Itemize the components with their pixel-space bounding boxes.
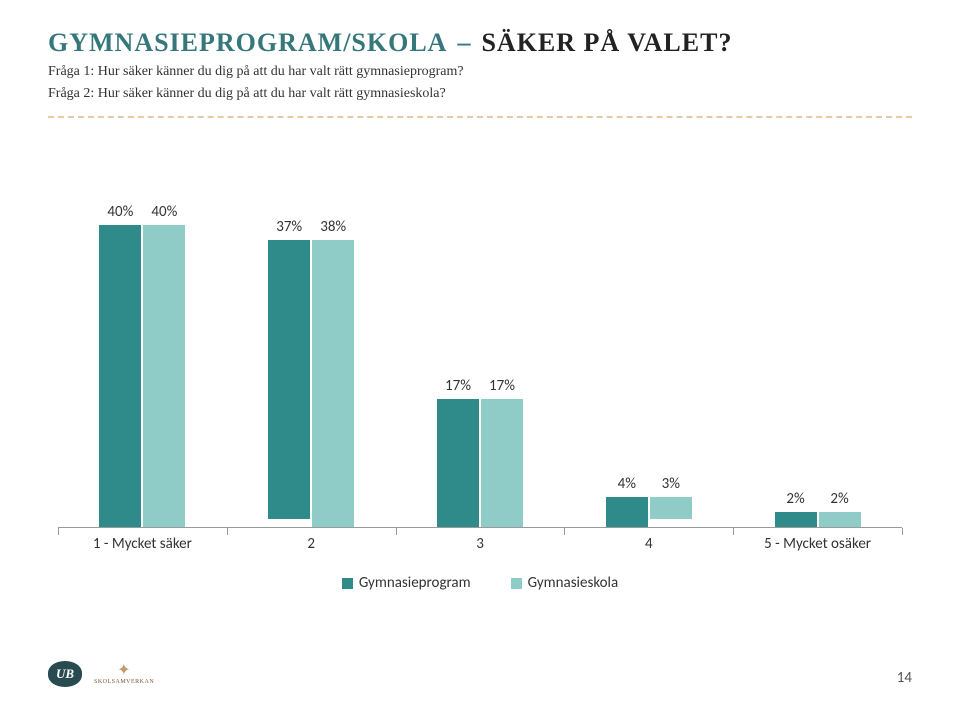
chart-bar-value-label: 17% xyxy=(445,377,471,395)
ub-logo: UB xyxy=(48,661,82,687)
page-title-dash: – xyxy=(457,28,471,58)
legend-item: Gymnasieskola xyxy=(511,574,619,592)
chart-bar: 2% xyxy=(819,512,861,527)
chart-category-label: 1 - Mycket säker xyxy=(58,527,227,553)
page-title-suffix: SÄKER PÅ VALET? xyxy=(481,28,732,58)
chart-bar: 4% xyxy=(606,497,648,527)
chart-category-label: 5 - Mycket osäker xyxy=(733,527,902,553)
skolsamverkan-icon: ✦ xyxy=(117,663,131,679)
chart-category-group: 2%2%5 - Mycket osäker xyxy=(733,188,902,527)
page-title-row: GYMNASIEPROGRAM/SKOLA – SÄKER PÅ VALET? xyxy=(48,28,912,58)
chart-category-label: 4 xyxy=(564,527,733,553)
chart-category-group: 40%40%1 - Mycket säker xyxy=(58,188,227,527)
chart-bar: 40% xyxy=(99,225,141,527)
chart-bar: 37% xyxy=(268,240,310,520)
chart-category-label: 2 xyxy=(227,527,396,553)
chart-bar: 17% xyxy=(437,399,479,527)
chart-bar-value-label: 4% xyxy=(618,475,636,493)
legend-swatch xyxy=(511,578,522,589)
chart-bar-value-label: 40% xyxy=(107,203,133,221)
x-axis-tick xyxy=(902,528,903,535)
page: GYMNASIEPROGRAM/SKOLA – SÄKER PÅ VALET? … xyxy=(0,0,960,709)
chart-bar-value-label: 38% xyxy=(320,218,346,236)
subtitle-line-2: Fråga 2: Hur säker känner du dig på att … xyxy=(48,86,912,102)
skolsamverkan-text: SKOLSAMVERKAN xyxy=(94,679,154,685)
chart-bar-value-label: 37% xyxy=(276,218,302,236)
chart-bar-pair: 17%17% xyxy=(396,399,565,527)
header-divider xyxy=(48,116,912,118)
chart-category-group: 37%38%2 xyxy=(227,188,396,527)
chart-bar-value-label: 2% xyxy=(786,490,804,508)
chart-bar: 17% xyxy=(481,399,523,527)
page-title-main: GYMNASIEPROGRAM/SKOLA xyxy=(48,28,447,58)
chart-bar-pair: 37%38% xyxy=(227,240,396,527)
legend-item: Gymnasieprogram xyxy=(342,574,471,592)
legend-swatch xyxy=(342,578,353,589)
chart-bar-value-label: 2% xyxy=(830,490,848,508)
page-footer: UB ✦ SKOLSAMVERKAN 14 xyxy=(48,661,912,687)
footer-logos: UB ✦ SKOLSAMVERKAN xyxy=(48,661,154,687)
chart-bar: 2% xyxy=(775,512,817,527)
chart-bar-pair: 4%3% xyxy=(564,497,733,527)
chart-bar-pair: 2%2% xyxy=(733,512,902,527)
chart-legend: Gymnasieprogram Gymnasieskola xyxy=(58,574,902,592)
legend-label: Gymnasieprogram xyxy=(359,574,471,592)
chart-bar: 3% xyxy=(650,497,692,520)
chart-bar-value-label: 17% xyxy=(489,377,515,395)
page-number: 14 xyxy=(897,669,912,687)
chart-bar-value-label: 40% xyxy=(151,203,177,221)
chart-bar: 40% xyxy=(143,225,185,527)
chart-category-group: 17%17%3 xyxy=(396,188,565,527)
subtitle-line-1: Fråga 1: Hur säker känner du dig på att … xyxy=(48,64,912,80)
chart-bar-pair: 40%40% xyxy=(58,225,227,527)
chart-category-group: 4%3%4 xyxy=(564,188,733,527)
bar-chart: 40%40%1 - Mycket säker37%38%217%17%34%3%… xyxy=(48,188,912,608)
chart-bar: 38% xyxy=(312,240,354,527)
skolsamverkan-logo: ✦ SKOLSAMVERKAN xyxy=(94,663,154,685)
chart-bar-value-label: 3% xyxy=(662,475,680,493)
legend-label: Gymnasieskola xyxy=(528,574,619,592)
chart-category-label: 3 xyxy=(396,527,565,553)
chart-plot-area: 40%40%1 - Mycket säker37%38%217%17%34%3%… xyxy=(58,188,902,528)
